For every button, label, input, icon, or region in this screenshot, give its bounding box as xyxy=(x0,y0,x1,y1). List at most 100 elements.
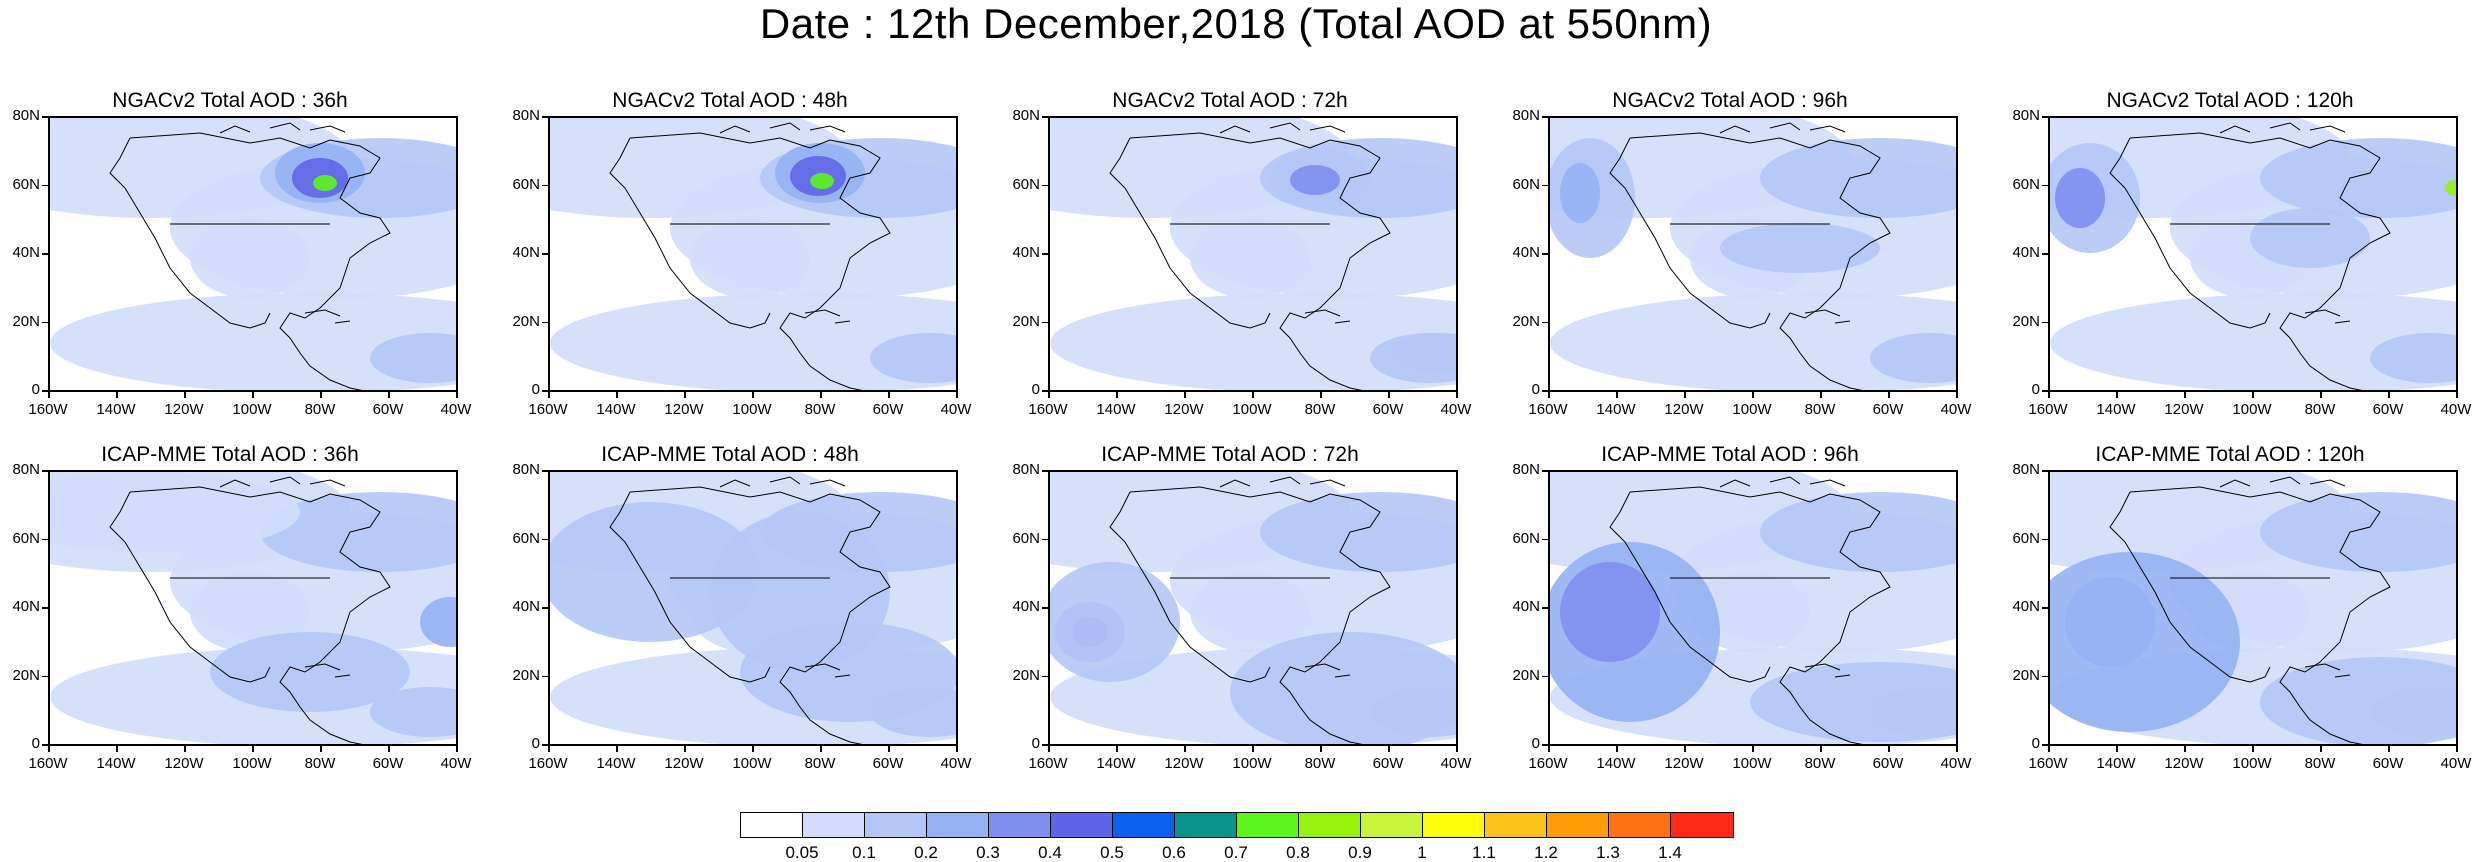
arctic-islands xyxy=(2219,476,2351,678)
lat-label: 0 xyxy=(1031,735,1040,752)
lat-label: 80N xyxy=(1512,461,1540,478)
lon-label: 140W xyxy=(1596,401,1636,418)
aod-blob xyxy=(190,572,310,652)
aod-map xyxy=(1048,116,1458,392)
aod-blob xyxy=(2260,138,2456,218)
lat-tick xyxy=(1042,390,1048,392)
aod-blob xyxy=(2250,208,2370,268)
lon-label: 100W xyxy=(1732,401,1772,418)
aod-blob xyxy=(1750,662,1956,742)
lat-label: 40N xyxy=(1512,244,1540,261)
aod-blob xyxy=(1230,632,1456,744)
lat-tick xyxy=(42,321,48,323)
arctic-islands xyxy=(1219,122,1351,324)
map-panel: NGACv2 Total AOD : 72h 80N 60N 40N 20N 0 160W 1… xyxy=(1000,88,1471,433)
lat-label: 80N xyxy=(512,461,540,478)
lon-label: 80W xyxy=(1804,401,1836,418)
lat-label: 60N xyxy=(1512,529,1540,547)
lon-label: 120W xyxy=(1664,401,1704,418)
lon-label: 40W xyxy=(1440,755,1472,772)
lon-label: 160W xyxy=(528,401,568,418)
lon-tick xyxy=(1388,746,1390,752)
aod-field xyxy=(2050,118,2456,390)
aod-blob xyxy=(1390,333,1456,373)
lon-label: 40W xyxy=(1440,401,1472,418)
lat-tick xyxy=(1042,321,1048,323)
figure-title: Date : 12th December,2018 (Total AOD at … xyxy=(759,0,1713,47)
panel-title: ICAP-MME Total AOD : 120h xyxy=(2095,443,2365,466)
colorbar-label: 0.4 xyxy=(1038,843,1062,862)
lon-label: 80W xyxy=(804,755,836,772)
map-panel: NGACv2 Total AOD : 48h 80N 60N 40N 20N 0 160W 1… xyxy=(500,88,971,433)
aod-field xyxy=(1550,472,1956,744)
lon-tick xyxy=(1752,392,1754,398)
lon-tick xyxy=(116,746,118,752)
lon-label: 60W xyxy=(872,755,904,772)
map-panel: NGACv2 Total AOD : 96h 80N 60N 40N 20N 0 160W 1… xyxy=(1500,88,1971,433)
lon-tick xyxy=(820,392,822,398)
lat-label: 60N xyxy=(12,529,40,547)
aod-blob xyxy=(740,622,956,722)
aod-map xyxy=(1048,470,1458,746)
lat-label: 20N xyxy=(512,666,540,684)
aod-field xyxy=(1550,118,1956,390)
lon-label: 120W xyxy=(664,755,704,772)
aod-blob xyxy=(1870,333,1956,383)
lon-tick xyxy=(252,746,254,752)
aod-map xyxy=(1548,116,1958,392)
colorbar xyxy=(740,812,1734,838)
lon-tick xyxy=(2048,746,2050,752)
lon-label: 100W xyxy=(2232,755,2272,772)
colorbar-label: 0.7 xyxy=(1224,843,1248,862)
coastline xyxy=(109,132,391,390)
lat-tick xyxy=(2042,675,2048,677)
aod-field xyxy=(1050,118,1456,390)
arctic-islands xyxy=(1719,122,1851,324)
lon-label: 40W xyxy=(2440,755,2472,772)
lon-label: 100W xyxy=(732,401,772,418)
aod-blob xyxy=(1550,293,1956,390)
lat-tick xyxy=(1542,744,1548,746)
lon-label: 160W xyxy=(28,755,68,772)
lon-tick xyxy=(1184,392,1186,398)
coastline xyxy=(1109,486,1391,744)
aod-blob xyxy=(810,173,834,189)
lon-tick xyxy=(548,746,550,752)
lon-tick xyxy=(1684,746,1686,752)
coastline xyxy=(1609,132,1891,390)
lon-tick xyxy=(2320,746,2322,752)
panel-title: NGACv2 Total AOD : 96h xyxy=(1612,89,1848,112)
lat-tick xyxy=(42,470,48,472)
lon-tick xyxy=(320,746,322,752)
map-panel: NGACv2 Total AOD : 36h 80N 60N 40N 20N 0 160W 1… xyxy=(0,88,471,433)
lat-label: 60N xyxy=(12,175,40,193)
lat-label: 0 xyxy=(1531,735,1540,752)
lon-label: 160W xyxy=(2028,401,2068,418)
lat-tick xyxy=(42,184,48,186)
lon-tick xyxy=(184,392,186,398)
aod-field xyxy=(1050,472,1456,744)
lat-tick xyxy=(542,470,548,472)
aod-blob xyxy=(1760,138,1956,218)
map-panel: ICAP-MME Total AOD : 36h 80N 60N 40N 20N 0 160… xyxy=(0,442,471,787)
aod-blob xyxy=(1290,165,1340,195)
lon-tick xyxy=(2116,746,2118,752)
lat-tick xyxy=(2042,390,2048,392)
lon-tick xyxy=(1252,746,1254,752)
lon-tick xyxy=(1320,392,1322,398)
lon-tick xyxy=(2116,392,2118,398)
lon-tick xyxy=(2388,392,2390,398)
lat-tick xyxy=(42,116,48,118)
arctic-islands xyxy=(719,476,851,678)
panel-title: NGACv2 Total AOD : 72h xyxy=(1112,89,1348,112)
colorbar-label: 0.3 xyxy=(976,843,1000,862)
lon-label: 160W xyxy=(528,755,568,772)
lat-tick xyxy=(2042,253,2048,255)
colorbar-label: 0.9 xyxy=(1348,843,1372,862)
lat-label: 40N xyxy=(1012,598,1040,615)
lat-label: 0 xyxy=(31,381,40,398)
aod-blob xyxy=(370,687,456,737)
lon-tick xyxy=(1888,746,1890,752)
lat-label: 80N xyxy=(512,107,540,124)
lon-tick xyxy=(2456,392,2458,398)
